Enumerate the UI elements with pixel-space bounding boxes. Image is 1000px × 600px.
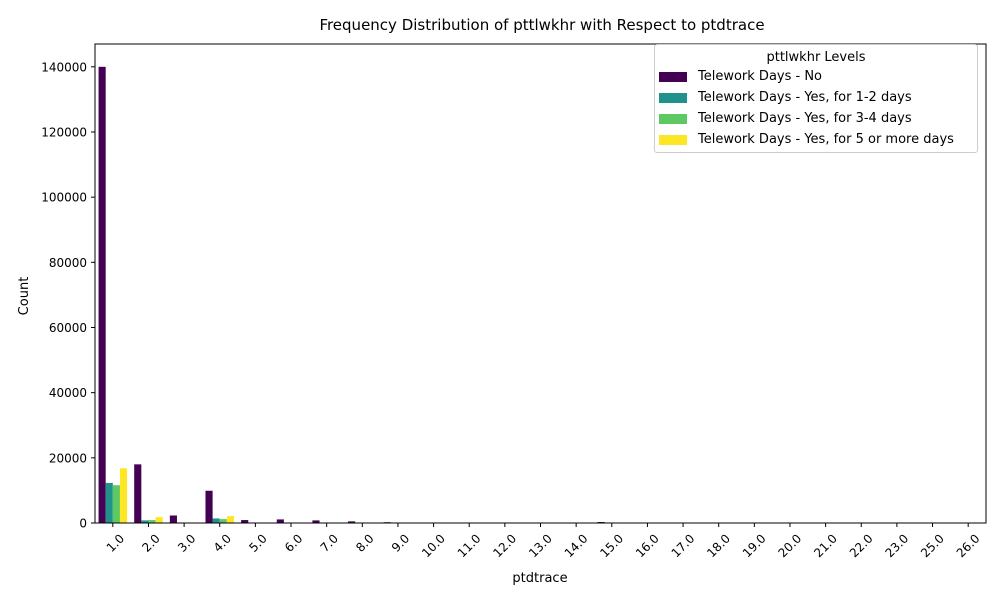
y-tick-label: 40000 [49,386,87,400]
y-tick-label: 140000 [41,60,87,74]
legend: pttlwkhr Levels Telework Days - No Telew… [654,44,978,153]
x-tick-label: 19.0 [740,531,769,560]
x-tick-label: 18.0 [704,531,733,560]
x-tick-label: 26.0 [954,531,983,560]
x-tick-label: 10.0 [419,531,448,560]
x-tick-label: 21.0 [811,531,840,560]
y-tick-label: 20000 [49,451,87,465]
legend-swatch [659,134,687,145]
bar [205,490,213,523]
x-tick-label: 2.0 [139,531,162,554]
bar [226,516,234,523]
x-tick-label: 11.0 [455,531,484,560]
legend-label: Telework Days - No [698,69,823,84]
bar [112,485,120,523]
x-tick-label: 13.0 [526,531,555,560]
legend-title: pttlwkhr Levels [766,50,866,65]
x-tick-label: 23.0 [882,531,911,560]
bar [212,518,220,523]
legend-swatch [659,71,687,82]
x-tick-label: 5.0 [246,531,269,554]
x-tick-label: 17.0 [669,531,698,560]
bar [134,464,142,523]
bar [155,517,163,523]
legend-label: Telework Days - Yes, for 1-2 days [698,90,912,105]
bar [312,520,320,523]
bar [169,515,177,523]
bar [241,520,249,523]
x-tick-label: 7.0 [318,531,341,554]
y-tick-label: 100000 [41,191,87,205]
bar [148,520,156,523]
x-tick-label: 20.0 [776,531,805,560]
x-axis: 1.0 2.0 3.0 4.0 5.0 6.0 7.0 8.0 9.0 10.0 11.0 12.0 1… [104,523,983,560]
y-tick-label: 60000 [49,321,87,335]
y-axis: 0 20000 40000 60000 80000 100000 120000 140000 [41,60,95,531]
x-tick-label: 15.0 [597,531,626,560]
legend-item-5-plus-days: Telework Days - Yes, for 5 or more days [655,129,977,150]
x-tick-label: 6.0 [282,531,305,554]
x-tick-label: 4.0 [211,531,234,554]
x-axis-label: ptdtrace [512,571,567,586]
legend-item-3-4-days: Telework Days - Yes, for 3-4 days [655,108,977,129]
bar [98,66,106,523]
x-tick-label: 3.0 [175,531,198,554]
bar [219,519,227,523]
y-tick-label: 120000 [41,125,87,139]
x-tick-label: 12.0 [490,531,519,560]
y-axis-label: Count [17,277,32,316]
bar [141,520,149,523]
legend-item-no: Telework Days - No [655,66,977,87]
x-tick-label: 14.0 [562,531,591,560]
legend-item-1-2-days: Telework Days - Yes, for 1-2 days [655,87,977,108]
legend-swatch [659,92,687,103]
legend-label: Telework Days - Yes, for 5 or more days [698,132,954,147]
chart-title: Frequency Distribution of pttlwkhr with … [319,16,764,34]
x-tick-label: 8.0 [353,531,376,554]
y-tick-label: 80000 [49,256,87,270]
bar [276,519,284,523]
x-tick-label: 9.0 [389,531,412,554]
x-tick-label: 25.0 [918,531,947,560]
x-tick-label: 16.0 [633,531,662,560]
plot-area [94,43,987,524]
x-tick-label: 22.0 [847,531,876,560]
x-tick-label: 1.0 [104,531,127,554]
bar [105,482,113,523]
legend-label: Telework Days - Yes, for 3-4 days [698,111,912,126]
bar [348,521,356,523]
y-tick-label: 0 [79,517,87,531]
legend-swatch [659,113,687,124]
bar [119,468,128,523]
